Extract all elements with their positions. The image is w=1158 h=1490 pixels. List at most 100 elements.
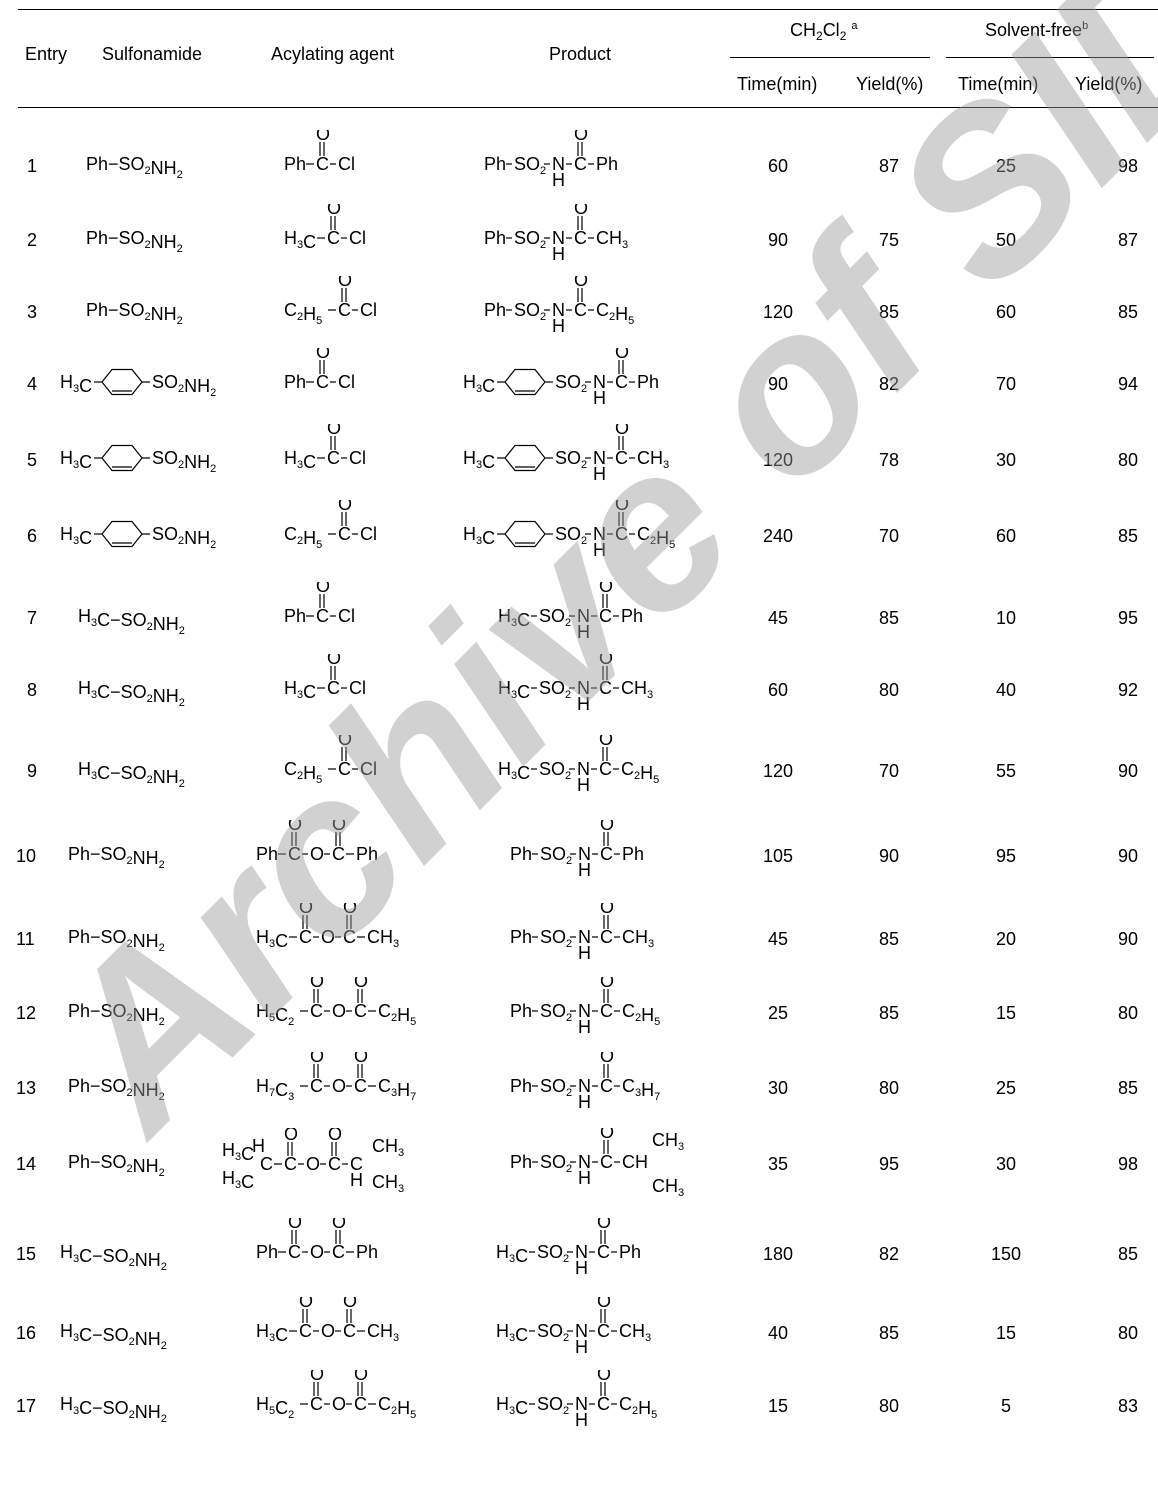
entry-number: 3 (27, 302, 38, 322)
svg-text:C: C (615, 448, 628, 468)
svg-text:O: O (338, 276, 352, 290)
time-solvent-free: 10 (995, 608, 1017, 628)
entry-number: 6 (27, 526, 38, 546)
svg-text:C: C (597, 1242, 610, 1262)
svg-text:H5C2: H5C2 (256, 1394, 294, 1421)
svg-text:Ph: Ph (284, 154, 306, 174)
svg-text:SO2: SO2 (514, 228, 546, 251)
svg-text:O: O (600, 977, 614, 991)
svg-text:SO2: SO2 (514, 154, 546, 177)
svg-text:O: O (310, 1052, 324, 1066)
svg-text:H3C: H3C (222, 1140, 254, 1164)
acylating-agent-structure: H3C CO Cl (284, 204, 366, 252)
time-ch2cl2: 45 (767, 608, 789, 628)
svg-text:N: N (552, 228, 565, 248)
yield-solvent-free: 80 (1117, 1003, 1139, 1023)
svg-text:C: C (288, 1242, 301, 1262)
svg-text:Ph−SO2NH2: Ph−SO2NH2 (68, 1076, 165, 1103)
sulfonamide-structure: Ph−SO2NH2 (86, 228, 183, 255)
svg-text:C: C (615, 372, 628, 392)
svg-text:H3C: H3C (498, 759, 530, 783)
svg-text:C: C (310, 1076, 323, 1096)
svg-text:O: O (597, 1370, 611, 1384)
acylating-agent-structure: H3C CO Cl (284, 424, 366, 472)
time-ch2cl2: 25 (767, 1003, 789, 1023)
svg-text:O: O (599, 735, 613, 749)
svg-text:O: O (600, 1128, 614, 1142)
svg-text:CH3: CH3 (621, 678, 653, 701)
sulfonamide-structure: H3C−SO2NH2 (78, 678, 185, 709)
svg-text:H: H (575, 1410, 588, 1430)
svg-text:H: H (593, 540, 606, 560)
table-row: 10 Ph−SO2NH2 Ph C O O C O Ph Ph SO2 N H C O Ph 105 90 95 90 (0, 820, 1158, 890)
entry-number: 8 (27, 680, 38, 700)
svg-text:N: N (577, 759, 590, 779)
svg-text:O: O (615, 424, 629, 438)
time-solvent-free: 25 (995, 156, 1017, 176)
svg-text:C2H5: C2H5 (596, 300, 634, 327)
svg-text:N: N (575, 1321, 588, 1341)
sulfonamide-structure: Ph−SO2NH2 (68, 1152, 165, 1179)
svg-text:O: O (332, 1394, 346, 1414)
yield-ch2cl2: 82 (878, 374, 900, 394)
svg-text:SO2NH2: SO2NH2 (152, 448, 216, 475)
svg-text:SO2: SO2 (555, 448, 587, 471)
svg-text:O: O (354, 1370, 368, 1384)
time-solvent-free: 150 (990, 1244, 1022, 1264)
entry-number: 11 (16, 929, 35, 949)
yield-ch2cl2: 85 (878, 929, 900, 949)
entry-number: 2 (27, 230, 38, 250)
yield-solvent-free: 92 (1117, 680, 1139, 700)
yield-solvent-free: 85 (1117, 1244, 1139, 1264)
svg-text:C: C (316, 606, 329, 626)
svg-text:Ph: Ph (510, 1001, 532, 1021)
svg-text:N: N (577, 678, 590, 698)
svg-text:Ph: Ph (256, 1242, 278, 1262)
svg-text:H: H (578, 1017, 591, 1037)
acylating-agent-structure: Ph CO Cl (284, 348, 355, 392)
svg-text:O: O (306, 1154, 320, 1174)
svg-text:H3C−SO2NH2: H3C−SO2NH2 (60, 1321, 167, 1352)
svg-text:H: H (552, 244, 565, 264)
svg-text:Ph: Ph (484, 300, 506, 320)
svg-text:H3C: H3C (284, 678, 316, 702)
svg-text:SO2: SO2 (539, 606, 571, 629)
svg-text:H: H (578, 1168, 591, 1188)
svg-text:SO2: SO2 (540, 1001, 572, 1024)
svg-text:O: O (332, 1218, 346, 1232)
svg-text:C: C (600, 927, 613, 947)
svg-text:O: O (328, 1128, 342, 1144)
time-ch2cl2: 35 (767, 1154, 789, 1174)
svg-text:C: C (327, 678, 340, 698)
svg-text:H: H (577, 622, 590, 642)
header-ch2cl2: CH2Cl2 a (790, 20, 858, 43)
svg-text:Ph−SO2NH2: Ph−SO2NH2 (68, 927, 165, 954)
sulfonamide-structure: H3C SO2NH2 (60, 520, 216, 551)
svg-text:SO2NH2: SO2NH2 (152, 372, 216, 399)
svg-text:O: O (299, 903, 313, 917)
entry-number: 1 (27, 156, 38, 176)
entry-number: 9 (27, 761, 38, 781)
svg-text:C: C (332, 1242, 345, 1262)
yield-ch2cl2: 90 (878, 846, 900, 866)
svg-text:O: O (310, 844, 324, 864)
svg-text:SO2NH2: SO2NH2 (152, 524, 216, 551)
yield-solvent-free: 80 (1117, 1323, 1139, 1343)
svg-text:SO2: SO2 (539, 759, 571, 782)
svg-text:CH3: CH3 (367, 927, 399, 950)
time-solvent-free: 30 (995, 1154, 1017, 1174)
table-row: 12 Ph−SO2NH2 H5C2 C O O C O C2H5 Ph SO2 N H C O C2H5 25 8… (0, 977, 1158, 1047)
table-row: 13 Ph−SO2NH2 H7C3 C O O C O C3H7 Ph SO2 N H C O C3H7 30 8… (0, 1052, 1158, 1122)
svg-text:Ph: Ph (510, 927, 532, 947)
svg-text:H3C: H3C (60, 524, 92, 548)
entry-number: 7 (27, 608, 38, 628)
time-ch2cl2: 60 (767, 680, 789, 700)
time-solvent-free: 60 (995, 526, 1017, 546)
svg-text:O: O (310, 1242, 324, 1262)
